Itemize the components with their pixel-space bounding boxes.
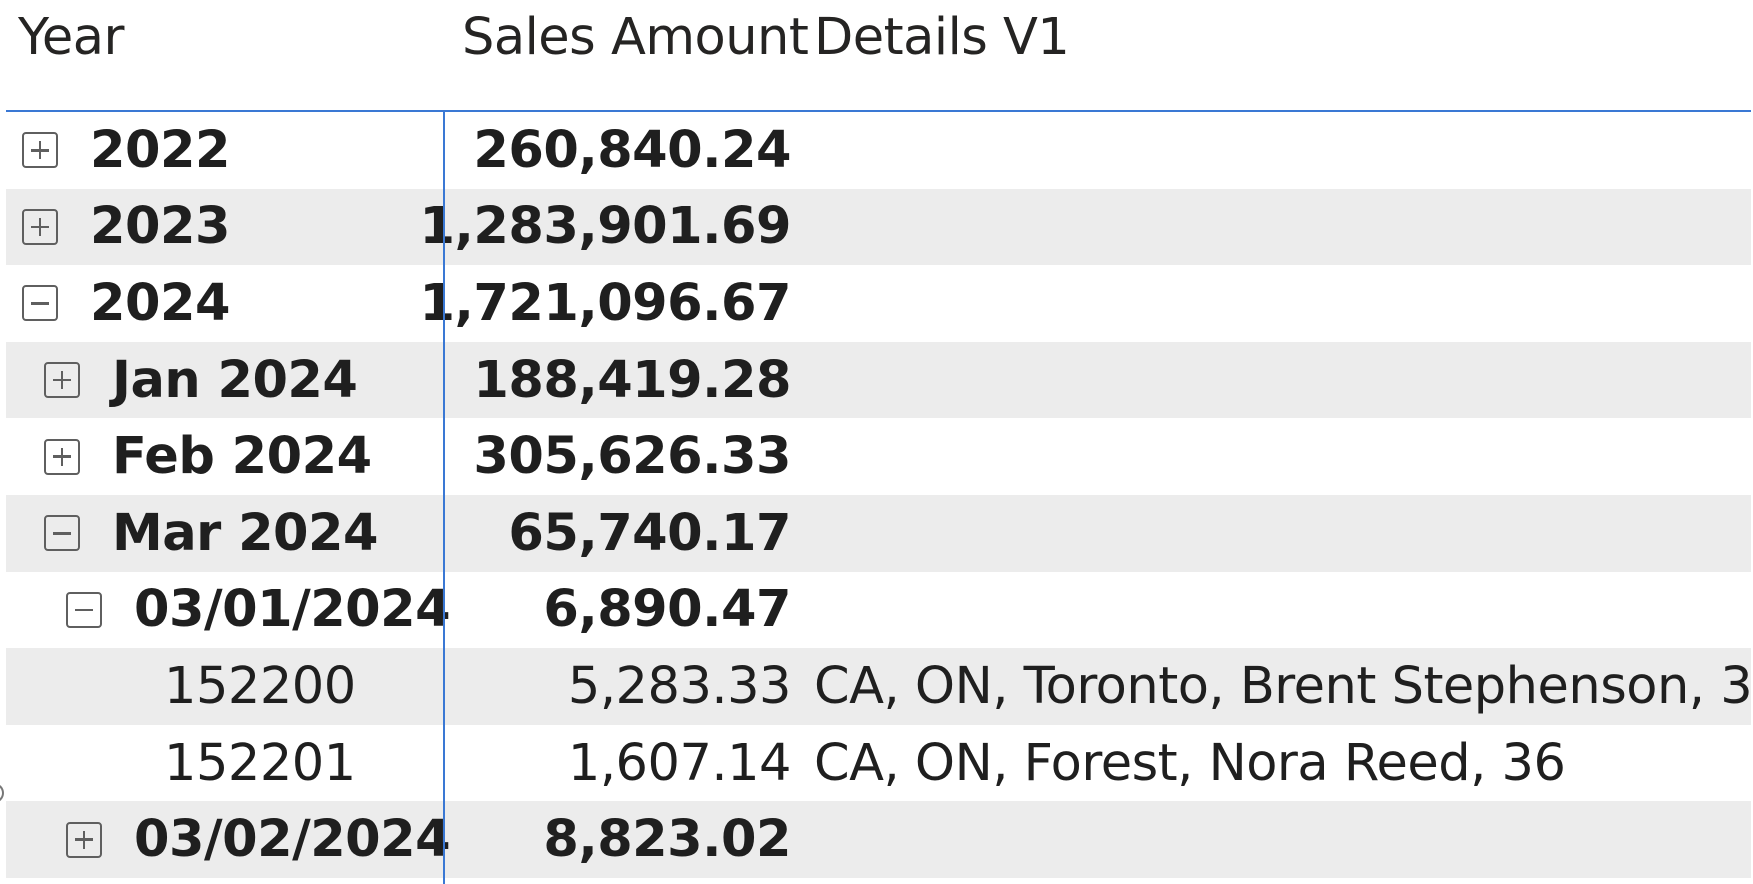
- row-label: Feb 2024: [112, 427, 372, 487]
- sales-amount-cell: 5,283.33: [567, 656, 792, 716]
- table-row[interactable]: Feb 2024 305,626.33: [6, 418, 1751, 495]
- sales-amount-cell: 1,721,096.67: [419, 273, 792, 333]
- matrix-body: 2022 260,840.24 2023 1,283,901.69 2024 1,721,…: [6, 112, 1753, 878]
- matrix-visual: Year Sales Amount Details V1 2022 260,840…: [6, 0, 1753, 878]
- row-label: 152200: [164, 656, 356, 716]
- table-row[interactable]: 2022 260,840.24: [6, 112, 1751, 189]
- details-cell: CA, ON, Toronto, Brent Stephenson, 31: [814, 656, 1753, 716]
- sales-amount-cell: 65,740.17: [508, 503, 791, 563]
- table-row[interactable]: 2024 1,721,096.67: [6, 265, 1751, 342]
- sales-amount-cell: 1,607.14: [567, 733, 792, 793]
- table-row[interactable]: Jan 2024 188,419.28: [6, 341, 1751, 419]
- table-row[interactable]: Mar 2024 65,740.17: [6, 494, 1751, 572]
- sales-amount-cell: 8,823.02: [543, 810, 791, 870]
- column-header-year[interactable]: Year: [18, 8, 124, 67]
- sales-amount-cell: 6,890.47: [543, 580, 791, 640]
- collapse-minus-icon[interactable]: [44, 515, 80, 552]
- collapse-minus-icon[interactable]: [66, 591, 102, 628]
- column-header-details[interactable]: Details V1: [814, 8, 1070, 67]
- sales-amount-cell: 260,840.24: [473, 120, 791, 180]
- collapse-minus-icon[interactable]: [22, 285, 58, 322]
- row-label: 03/01/2024: [134, 580, 451, 640]
- table-row[interactable]: 2023 1,283,901.69: [6, 188, 1751, 266]
- table-row[interactable]: 152200 5,283.33 CA, ON, Toronto, Brent Ste…: [6, 648, 1753, 725]
- row-header-cell: 2023: [22, 189, 230, 266]
- row-header-cell: Mar 2024: [44, 495, 379, 572]
- table-row[interactable]: 03/01/2024 6,890.47: [6, 572, 1751, 649]
- column-header-sales-amount[interactable]: Sales Amount: [462, 8, 809, 67]
- row-label: 2022: [90, 120, 230, 180]
- sales-amount-cell: 305,626.33: [473, 427, 791, 487]
- row-header-cell: 2022: [22, 112, 230, 189]
- row-header-cell: Jan 2024: [44, 342, 358, 419]
- row-header-cell: Feb 2024: [44, 418, 372, 495]
- row-header-divider: [443, 110, 445, 884]
- table-row[interactable]: 152201 1,607.14 CA, ON, Forest, Nora Reed,…: [6, 725, 1751, 802]
- expand-plus-icon[interactable]: [22, 132, 58, 169]
- expand-plus-icon[interactable]: [66, 821, 102, 858]
- expand-plus-icon[interactable]: [44, 362, 80, 399]
- expand-plus-icon[interactable]: [22, 208, 58, 245]
- row-label: 152201: [164, 733, 356, 793]
- row-header-cell: 03/02/2024: [66, 801, 451, 878]
- row-label: Jan 2024: [112, 350, 358, 410]
- row-label: 2024: [90, 273, 230, 333]
- row-label: 03/02/2024: [134, 810, 451, 870]
- resize-handle-icon[interactable]: [0, 783, 4, 803]
- sales-amount-cell: 1,283,901.69: [419, 197, 792, 257]
- row-header-cell: 03/01/2024: [66, 572, 451, 649]
- row-label: 2023: [90, 197, 230, 257]
- expand-plus-icon[interactable]: [44, 438, 80, 475]
- row-header-cell: 152201: [164, 725, 356, 802]
- row-header-cell: 2024: [22, 265, 230, 342]
- matrix-header: Year Sales Amount Details V1: [6, 0, 1751, 112]
- row-label: Mar 2024: [112, 503, 379, 563]
- row-header-cell: 152200: [164, 648, 356, 725]
- details-cell: CA, ON, Forest, Nora Reed, 36: [814, 733, 1566, 793]
- table-row[interactable]: 03/02/2024 8,823.02: [6, 801, 1751, 878]
- sales-amount-cell: 188,419.28: [473, 350, 791, 410]
